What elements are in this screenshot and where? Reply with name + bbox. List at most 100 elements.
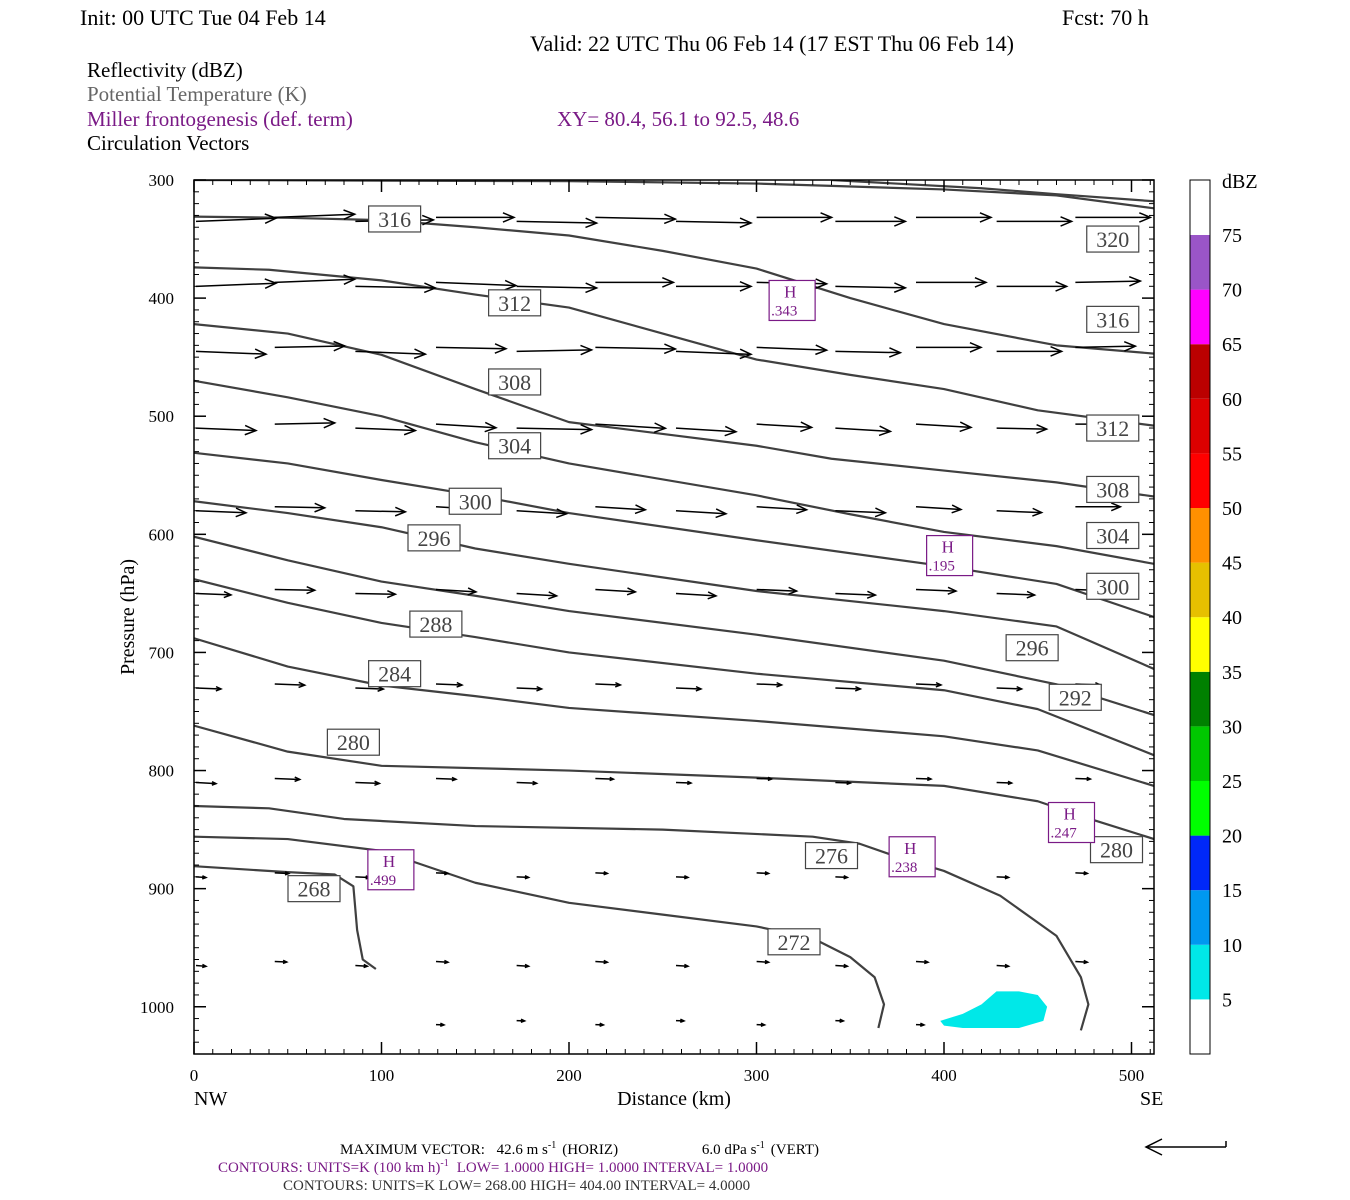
circulation-vector <box>1075 959 1090 965</box>
colorbar-label-5: 5 <box>1222 989 1232 1011</box>
title-reflectivity: Reflectivity (dBZ) <box>87 58 243 82</box>
circulation-vector <box>675 963 690 969</box>
colorbar-segment-50 <box>1190 453 1210 508</box>
circulation-vector <box>595 213 678 225</box>
frontogenesis-max: H .238 <box>888 836 936 878</box>
circulation-vector <box>675 1018 686 1023</box>
theta-label-text: 304 <box>1096 524 1129 549</box>
circulation-vector <box>915 959 930 965</box>
colorbar-label-40: 40 <box>1222 607 1242 629</box>
circulation-vector <box>274 776 302 783</box>
frontogenesis-max-value: .247 <box>1051 826 1078 842</box>
theta-contour-312 <box>194 266 1154 427</box>
theta-label-300: 300 <box>1086 572 1140 600</box>
frontogenesis-units: CONTOURS: UNITS=K (100 km h) <box>218 1160 440 1176</box>
theta-label-text: 292 <box>1059 685 1092 710</box>
circulation-vector <box>595 587 638 596</box>
y-tick-label: 500 <box>149 407 175 426</box>
theta-contour-300 <box>194 451 1154 619</box>
theta-contour-288 <box>194 578 1154 757</box>
circulation-vector <box>274 585 317 595</box>
x-tick-label: 500 <box>1119 1066 1145 1085</box>
circulation-vector <box>195 590 233 599</box>
colorbar-segment-15 <box>1190 835 1210 891</box>
colorbar-segment-55 <box>1190 398 1210 454</box>
circulation-vector <box>595 277 676 288</box>
theta-contour-316 <box>194 215 1154 355</box>
max-vector-horiz: 42.6 m s <box>497 1142 548 1158</box>
valid-time: Valid: 22 UTC Thu 06 Feb 14 (17 EST Thu … <box>530 31 1014 56</box>
frontogenesis-max: H .247 <box>1047 801 1096 844</box>
theta-label-276: 276 <box>804 841 859 870</box>
theta-label-280: 280 <box>1089 836 1144 864</box>
plot-frame <box>193 179 1155 1055</box>
theta-label-288: 288 <box>409 610 463 638</box>
circulation-vector <box>595 959 610 965</box>
theta-label-308: 308 <box>488 368 542 396</box>
y-tick-label: 400 <box>149 289 175 308</box>
theta-contour-292 <box>194 535 1154 717</box>
circulation-vector <box>835 685 863 692</box>
circulation-vector <box>595 422 668 434</box>
circulation-vector <box>996 345 1064 357</box>
theta-label-300: 300 <box>448 487 502 515</box>
circulation-vector <box>355 963 370 969</box>
theta-label-text: 308 <box>1096 477 1129 502</box>
colorbar-segment-10 <box>1190 890 1210 945</box>
colorbar-segment-45 <box>1190 508 1210 563</box>
x-end-label-se: SE <box>1140 1088 1163 1110</box>
circulation-vector <box>1075 275 1143 287</box>
circulation-vector <box>915 504 963 514</box>
colorbar-segment-40 <box>1190 562 1210 618</box>
theta-contour-296 <box>194 500 1154 670</box>
theta-contour-276 <box>194 804 1090 1031</box>
theta-label-text: 296 <box>418 526 451 551</box>
y-tick-label: 800 <box>149 762 175 781</box>
circulation-vector <box>996 507 1044 517</box>
circulation-vector <box>1075 212 1153 223</box>
circulation-vector <box>1075 871 1090 876</box>
theta-label-292: 292 <box>1048 683 1102 711</box>
max-vector-vert-unit: (VERT) <box>771 1142 819 1158</box>
y-axis-title: Pressure (hPa) <box>117 559 139 675</box>
circulation-vector <box>355 685 386 692</box>
circulation-vector <box>595 871 610 876</box>
theta-label-text: 280 <box>337 730 370 755</box>
theta-label-text: 296 <box>1016 636 1049 661</box>
theta-label-308: 308 <box>1086 475 1140 504</box>
theta-label-320: 320 <box>1086 225 1140 253</box>
circulation-vector <box>435 959 450 965</box>
colorbar-segment-below-5 <box>1190 999 1210 1054</box>
theta-contours-info: CONTOURS: UNITS=K LOW= 268.00 HIGH= 404.… <box>283 1178 750 1194</box>
x-start-label-nw: NW <box>194 1088 227 1110</box>
circulation-vector <box>835 347 903 358</box>
circulation-vector <box>996 216 1074 227</box>
circulation-vector <box>916 341 983 353</box>
theta-label-304: 304 <box>1086 521 1140 550</box>
circulation-vector <box>756 776 774 782</box>
contour-labels: 268 272 276 280 280 284 288 292 296 296 300 300 304 3… <box>287 205 1144 956</box>
circulation-vector <box>756 871 771 876</box>
circulation-vector <box>435 681 464 688</box>
circulation-vector <box>195 507 248 518</box>
frontogenesis-max-value: .195 <box>929 559 955 575</box>
circulation-vector <box>516 875 531 880</box>
theta-contour-304 <box>194 379 1154 565</box>
theta-label-304: 304 <box>488 432 542 460</box>
circulation-vector <box>756 586 799 595</box>
circulation-vector <box>915 421 973 433</box>
frontogenesis-max: H .195 <box>926 534 974 577</box>
cross-section-endpoints: XY= 80.4, 56.1 to 92.5, 48.6 <box>557 107 799 131</box>
circulation-vector <box>675 780 693 786</box>
reflectivity-area-5dbz <box>940 991 1048 1029</box>
y-tick-label: 900 <box>149 880 175 899</box>
theta-label-text: 320 <box>1096 227 1129 252</box>
theta-label-296: 296 <box>407 524 461 552</box>
circulation-vector <box>516 282 599 294</box>
theta-label-312: 312 <box>1086 414 1140 442</box>
frontogenesis-max-label: H <box>904 839 916 858</box>
circulation-vector <box>595 1022 606 1027</box>
circulation-vector <box>435 871 450 876</box>
footer: MAXIMUM VECTOR: 42.6 m s-1 (HORIZ) 6.0 dP… <box>218 1140 819 1194</box>
theta-label-text: 280 <box>1100 838 1133 863</box>
